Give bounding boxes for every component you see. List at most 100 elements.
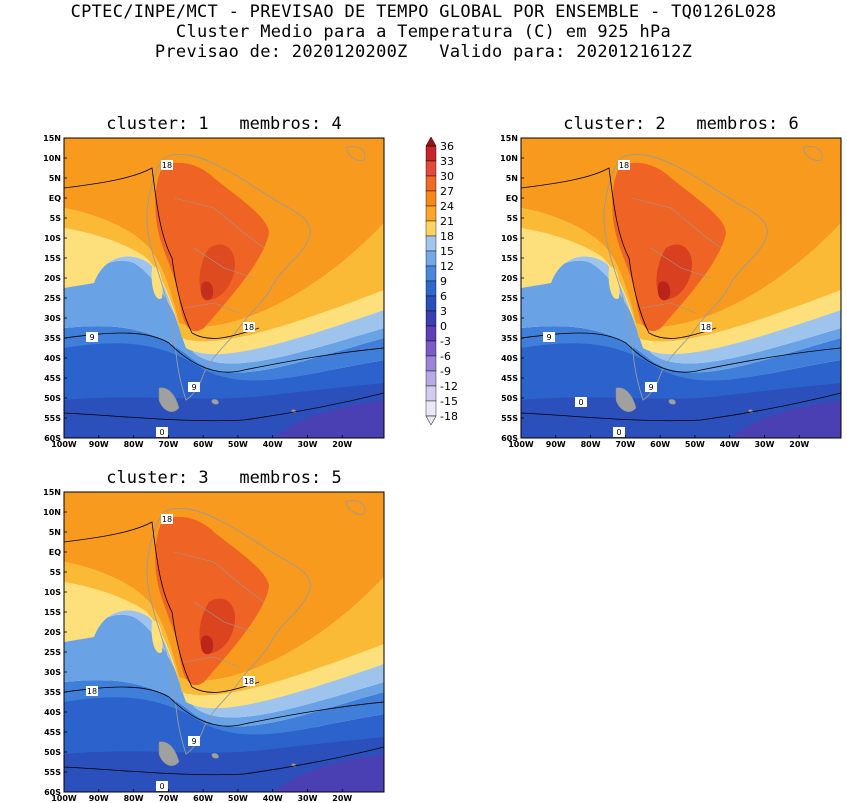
colorbar-label: 3 [440,305,447,318]
colorbar-segment [425,160,437,177]
lat-tick-label: 5S [50,214,62,223]
lat-tick-label: 55S [501,414,518,423]
contour-label: 18 [701,323,711,332]
africa-outline [802,145,823,161]
lon-tick-label: 30W [297,794,317,803]
lon-tick-label: 70W [158,440,178,449]
lat-tick-label: 5S [50,568,62,577]
lat-tick-label: 5N [49,174,61,183]
colorbar-label: -3 [440,335,451,348]
lon-tick-label: 40W [263,794,283,803]
temperature-band [521,228,841,355]
lon-tick-label: 100W [51,440,77,449]
colorbar-top-arrow [425,136,437,147]
contour-line [64,332,384,373]
lon-tick-label: 80W [581,440,601,449]
colorbar-label: 30 [440,170,454,183]
lat-tick-label: 15S [44,254,61,263]
contour-label-bg [86,332,98,342]
contour-line [521,392,841,422]
contour-label: 18 [244,323,254,332]
temperature-band [64,228,384,355]
hot-core [200,635,214,655]
contour-line [521,332,841,373]
lat-tick-label: 40S [44,708,61,717]
map-panel-2: 18 18 9 9 0 0 15N 10N 5N EQ 5S 10S 15S 20S 25S 30S 35S 40… [500,134,842,449]
panel-1-title: cluster: 1 membros: 4 [106,114,342,134]
lon-tick-label: 40W [263,440,283,449]
island-shape [615,387,637,412]
lat-tick-label: 50S [44,394,61,403]
lat-tick-label: 15N [43,134,61,143]
lon-tick-label: 80W [124,440,144,449]
colorbar-segment [425,295,437,312]
colorbar-segment [425,175,437,192]
lat-tick-label: 55S [44,414,61,423]
lon-tick-label: 50W [685,440,705,449]
contour-label-bg [156,427,168,437]
lat-tick-label: 10S [44,234,61,243]
colorbar-label: -9 [440,365,451,378]
forecast-dates: Previsao de: 2020120200Z Valido para: 20… [154,42,693,62]
contour-line [64,392,384,422]
lat-tick-label: 25S [44,294,61,303]
lat-tick-label: 30S [501,314,518,323]
contour-label: 18 [162,161,172,170]
contour-label: 18 [162,515,172,524]
lat-tick-label: 15S [501,254,518,263]
temperature-band [731,400,841,438]
temperature-band [151,621,163,653]
lat-tick-label: 20S [44,274,61,283]
lat-tick-label: 15N [43,488,61,497]
temperature-band [521,260,841,373]
contour-label-bg [645,382,657,392]
contour-label: 9 [191,737,196,746]
lat-tick-label: 10N [43,154,61,163]
colorbar-segment [425,145,437,162]
contour-label: 0 [159,428,164,437]
temperature-band [64,208,384,342]
lon-tick-label: 60W [193,440,213,449]
colorbar-label: 9 [440,275,447,288]
colorbar-label: 12 [440,260,454,273]
contour-label: 18 [87,687,97,696]
colorbar-segment [425,370,437,387]
colorbar-label: 33 [440,155,454,168]
lat-tick-label: EQ [49,548,61,557]
colorbar-segment [425,325,437,342]
lat-tick-label: 40S [44,354,61,363]
panel-2-title: cluster: 2 membros: 6 [563,114,799,134]
contour-label-bg [618,160,630,170]
lat-tick-label: 40S [501,354,518,363]
colorbar-bottom-arrow [425,415,437,426]
temperature-band [64,562,384,696]
lat-tick-label: 55S [44,768,61,777]
africa-outline [345,499,366,515]
colorbar-label: 0 [440,320,447,333]
island-shape [158,741,180,766]
lon-tick-label: 90W [89,440,109,449]
lon-tick-label: 60W [193,794,213,803]
lat-tick-label: 45S [44,374,61,383]
lon-tick-label: 90W [89,794,109,803]
lat-tick-label: 25S [501,294,518,303]
colorbar-label: 24 [440,200,454,213]
lon-tick-label: 100W [508,440,534,449]
country-borders [630,197,722,314]
contour-label-bg [188,736,200,746]
lat-tick-label: 15N [500,134,518,143]
colorbar-segment [425,220,437,237]
colorbar-segment [425,250,437,267]
contour-line [64,521,260,693]
lon-tick-label: 30W [297,440,317,449]
lat-tick-label: 35S [44,688,61,697]
lat-tick-label: 35S [501,334,518,343]
contour-label-bg [575,397,587,407]
contour-line [64,686,384,727]
contour-label-bg [613,427,625,437]
lon-tick-label: 30W [754,440,774,449]
colorbar-segment [425,385,437,402]
lon-tick-label: 20W [789,440,809,449]
island-shape [211,753,219,759]
